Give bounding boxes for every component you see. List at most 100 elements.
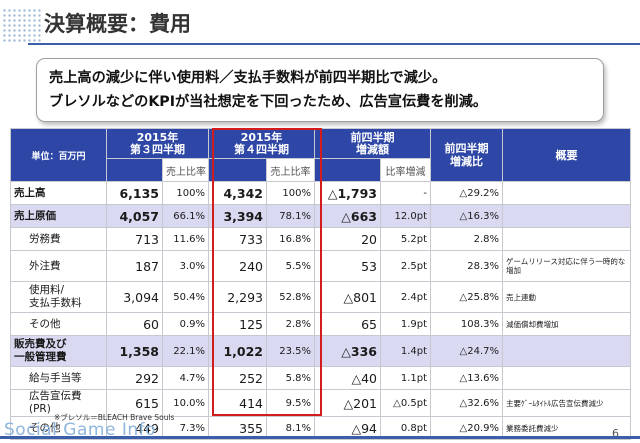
- cell-q3r: 4.7%: [162, 366, 209, 390]
- cell-q3: 292: [106, 366, 163, 390]
- cell-label: 売上高: [10, 181, 107, 205]
- footnote: ※ブレソル＝BLEACH Brave Souls: [54, 413, 175, 422]
- decorative-dots: [2, 8, 42, 42]
- cell-diff: 20: [314, 227, 381, 251]
- cell-rate: 28.3%: [430, 250, 503, 282]
- sub-ratio-diff: 比率増減: [380, 158, 431, 182]
- cell-note: [502, 227, 631, 251]
- header-q3: 2015年 第３四半期: [106, 128, 209, 159]
- cell-diff: △201: [314, 389, 381, 417]
- cell-rate: △32.6%: [430, 389, 503, 417]
- cell-q4r: 5.5%: [266, 250, 315, 282]
- cell-label: 使用料/ 支払手数料: [10, 281, 107, 313]
- cell-rate: △16.3%: [430, 204, 503, 228]
- cell-q4: 125: [208, 312, 267, 336]
- table-row: 売上原価 4,057 66.1% 3,394 78.1% △663 12.0pt △16.3%: [10, 204, 631, 228]
- cell-q3: 713: [106, 227, 163, 251]
- cell-q3: 4,057: [106, 204, 163, 228]
- cell-note: 売上連動: [502, 281, 631, 313]
- cell-label: 広告宣伝費(PR): [10, 389, 107, 417]
- table-row: 労務費 713 11.6% 733 16.8% 20 5.2pt 2.8%: [10, 227, 631, 251]
- cell-q4r: 5.8%: [266, 366, 315, 390]
- header-diff: 前四半期 増減額: [314, 128, 431, 159]
- cell-note: [502, 181, 631, 205]
- cell-q3: 60: [106, 312, 163, 336]
- summary-box: 売上高の減少に伴い使用料／支払手数料が前四半期比で減少。 ブレソルなどのKPIが…: [36, 58, 604, 122]
- cell-q3r: 11.6%: [162, 227, 209, 251]
- cell-q3r: 0.9%: [162, 312, 209, 336]
- watermark: Social Game Info: [4, 420, 156, 440]
- cell-q4: 3,394: [208, 204, 267, 228]
- cell-q3r: 100%: [162, 181, 209, 205]
- cell-rdiff: 2.4pt: [380, 281, 431, 313]
- cell-diff: 53: [314, 250, 381, 282]
- cell-label: 給与手当等: [10, 366, 107, 390]
- bottom-rule: [0, 436, 640, 439]
- cell-diff: △801: [314, 281, 381, 313]
- cell-q4: 4,342: [208, 181, 267, 205]
- page-title: 決算概要：費用: [44, 12, 191, 36]
- cell-diff: △1,793: [314, 181, 381, 205]
- cell-q3: 1,358: [106, 335, 163, 367]
- cell-q4r: 23.5%: [266, 335, 315, 367]
- unit-label: 単位：百万円: [10, 128, 107, 182]
- table-row: 給与手当等 292 4.7% 252 5.8% △40 1.1pt △13.6%: [10, 366, 631, 390]
- cell-q4r: 52.8%: [266, 281, 315, 313]
- summary-line-2: ブレソルなどのKPIが当社想定を下回ったため、広告宣伝費を削減。: [49, 94, 488, 110]
- cell-q3r: 66.1%: [162, 204, 209, 228]
- table-row: 広告宣伝費(PR) 615 10.0% 414 9.5% △201 △0.5pt △32.6%…: [10, 389, 631, 417]
- cell-note: [502, 366, 631, 390]
- cell-rate: 2.8%: [430, 227, 503, 251]
- cell-rdiff: 12.0pt: [380, 204, 431, 228]
- cell-q3r: 22.1%: [162, 335, 209, 367]
- cell-diff: △40: [314, 366, 381, 390]
- cell-rdiff: 1.1pt: [380, 366, 431, 390]
- cell-note: 主要ｹﾞｰﾑﾀｲﾄﾙ広告宣伝費減少: [502, 389, 631, 417]
- table-row: 使用料/ 支払手数料 3,094 50.4% 2,293 52.8% △801 2.4pt △…: [10, 281, 631, 313]
- cell-diff: △663: [314, 204, 381, 228]
- cell-label: その他: [10, 312, 107, 336]
- cell-q3: 6,135: [106, 181, 163, 205]
- cell-label: 労務費: [10, 227, 107, 251]
- cell-label: 売上原価: [10, 204, 107, 228]
- title-underline: [28, 43, 640, 45]
- sub-ratio-q4: 売上比率: [266, 158, 315, 182]
- cell-q3r: 50.4%: [162, 281, 209, 313]
- cell-q3: 3,094: [106, 281, 163, 313]
- cell-q4: 414: [208, 389, 267, 417]
- cell-rdiff: 1.9pt: [380, 312, 431, 336]
- table-row: その他 60 0.9% 125 2.8% 65 1.9pt 108.3% 減価償却費増加: [10, 312, 631, 336]
- q4-highlight-box: [212, 128, 322, 416]
- cell-q4r: 78.1%: [266, 204, 315, 228]
- cell-rdiff: -: [380, 181, 431, 205]
- cell-note: 減価償却費増加: [502, 312, 631, 336]
- expense-table: 単位：百万円 2015年 第３四半期 2015年 第４四半期 前四半期 増減額 …: [10, 128, 631, 440]
- cell-rdiff: △0.5pt: [380, 389, 431, 417]
- cell-q4: 733: [208, 227, 267, 251]
- cell-rate: △25.8%: [430, 281, 503, 313]
- page-number: 6: [612, 427, 619, 440]
- title-bar: 決算概要：費用: [0, 0, 640, 45]
- cell-q3r: 3.0%: [162, 250, 209, 282]
- cell-rdiff: 1.4pt: [380, 335, 431, 367]
- header-rate: 前四半期 増減比: [430, 128, 503, 182]
- cell-diff: △336: [314, 335, 381, 367]
- cell-rate: 108.3%: [430, 312, 503, 336]
- summary-line-1: 売上高の減少に伴い使用料／支払手数料が前四半期比で減少。: [49, 70, 447, 86]
- cell-rdiff: 2.5pt: [380, 250, 431, 282]
- cell-label: 外注費: [10, 250, 107, 282]
- cell-rate: △24.7%: [430, 335, 503, 367]
- cell-rate: △29.2%: [430, 181, 503, 205]
- cell-q4: 252: [208, 366, 267, 390]
- cell-label: 販売費及び 一般管理費: [10, 335, 107, 367]
- cell-q4: 1,022: [208, 335, 267, 367]
- cell-note: ゲームリリース対応に伴う一時的な増加: [502, 250, 631, 282]
- header-note: 概要: [502, 128, 631, 182]
- cell-note: [502, 204, 631, 228]
- header-q4: 2015年 第４四半期: [208, 128, 315, 159]
- sub-ratio-q3: 売上比率: [162, 158, 209, 182]
- cell-rate: △13.6%: [430, 366, 503, 390]
- cell-diff: 65: [314, 312, 381, 336]
- cell-note: [502, 335, 631, 367]
- cell-q3: 187: [106, 250, 163, 282]
